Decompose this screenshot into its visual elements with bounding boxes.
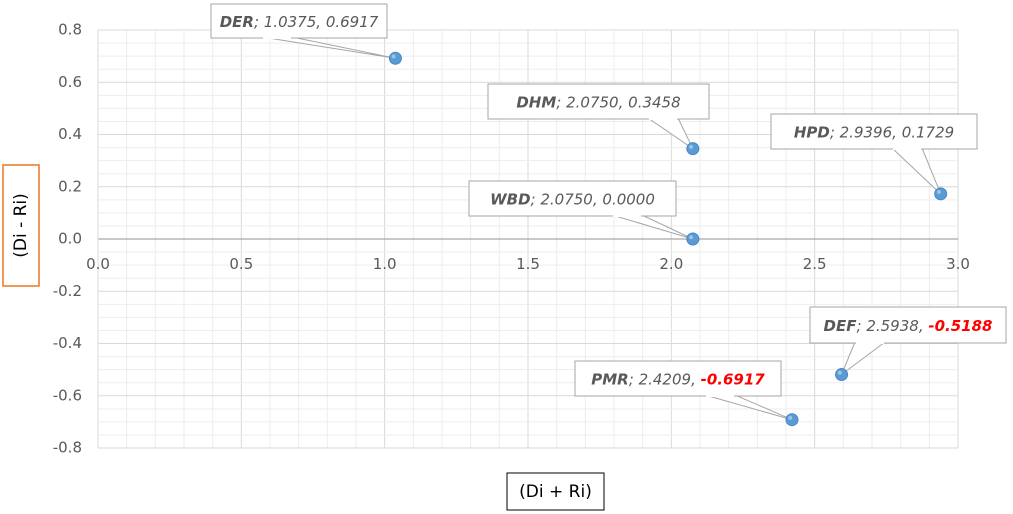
data-point-hpd: [934, 187, 948, 201]
callout-def: DEF; 2.5938, -0.5188: [809, 306, 1007, 377]
x-tick-label: 0.0: [86, 255, 110, 273]
data-label: DER; 1.0375, 0.6917: [220, 13, 379, 31]
data-label-separator: ;: [856, 317, 866, 335]
data-label-x-value: 2.0750: [540, 190, 593, 208]
data-label-separator: ;: [556, 93, 566, 111]
callout-pointer: [611, 214, 694, 240]
y-tick-label: 0.8: [58, 21, 82, 39]
callout-der: DER; 1.0375, 0.6917: [210, 3, 396, 59]
data-label-comma: ,: [919, 317, 929, 335]
y-tick-label: -0.4: [53, 334, 82, 352]
data-label: PMR; 2.4209, -0.6917: [591, 370, 765, 388]
data-points: [388, 51, 948, 427]
callout-dhm: DHM; 2.0750, 0.3458: [487, 83, 710, 151]
y-axis-ticks: 0.8 0.6 0.4 0.2 0.0 -0.2 -0.4 -0.6 -0.8: [53, 21, 82, 457]
data-label-separator: ;: [254, 13, 264, 31]
data-point-wbd: [686, 232, 700, 246]
data-point-highlight: [936, 190, 941, 195]
callout-box: [468, 180, 677, 217]
data-label-y-value: 0.6917: [326, 13, 379, 31]
axes: [97, 30, 958, 448]
data-label: HPD; 2.9396, 0.1729: [794, 123, 954, 141]
data-label-x-value: 2.4209: [639, 370, 692, 388]
data-point-highlight: [689, 144, 694, 149]
data-label-name: DER: [220, 13, 254, 31]
x-tick-label: 3.0: [946, 255, 970, 273]
data-point-def: [835, 368, 849, 382]
y-tick-label: -0.8: [53, 439, 82, 457]
callout-pointer: [646, 117, 695, 151]
data-label-y-value: -0.6917: [701, 370, 766, 388]
callout-pointer: [704, 394, 793, 421]
x-tick-label: 2.5: [803, 255, 827, 273]
callout-pointer: [261, 36, 396, 59]
data-label-separator: ;: [629, 370, 639, 388]
data-point-pmr: [785, 413, 799, 427]
x-axis-title-box: (Di + Ri): [506, 472, 605, 511]
x-tick-label: 2.0: [659, 255, 683, 273]
callout-box: [770, 113, 978, 150]
x-tick-label: 0.5: [229, 255, 253, 273]
data-label: DEF; 2.5938, -0.5188: [824, 317, 993, 335]
data-label-name: WBD: [490, 190, 530, 208]
data-label-x-value: 2.5938: [866, 317, 919, 335]
data-label-comma: ,: [593, 190, 603, 208]
callout-box: [809, 306, 1007, 344]
data-point-der: [388, 51, 402, 65]
data-label-name: HPD: [794, 123, 830, 141]
callout-box: [574, 360, 782, 397]
y-tick-label: 0.6: [58, 73, 82, 91]
data-label: WBD; 2.0750, 0.0000: [490, 190, 655, 208]
x-tick-label: 1.5: [516, 255, 540, 273]
callout-wbd: WBD; 2.0750, 0.0000: [468, 180, 694, 240]
data-label-comma: ,: [691, 370, 701, 388]
y-axis-title-box: (Di - Ri): [2, 164, 40, 287]
data-label-y-value: 0.0000: [602, 190, 655, 208]
data-label-x-value: 2.9396: [840, 123, 893, 141]
data-label-comma: ,: [892, 123, 902, 141]
data-label-y-value: 0.3458: [628, 93, 681, 111]
y-tick-label: 0.4: [58, 125, 82, 143]
callout-box: [210, 3, 388, 39]
data-callouts: DER; 1.0375, 0.6917 DHM; 2.0750, 0.3458 HP…: [210, 3, 1007, 421]
y-tick-label: -0.2: [53, 282, 82, 300]
data-label-comma: ,: [316, 13, 326, 31]
data-label: DHM; 2.0750, 0.3458: [516, 93, 680, 111]
data-label-x-value: 2.0750: [566, 93, 619, 111]
callout-pmr: PMR; 2.4209, -0.6917: [574, 360, 793, 421]
callout-hpd: HPD; 2.9396, 0.1729: [770, 113, 978, 195]
data-point-dhm: [686, 142, 700, 156]
data-label-separator: ;: [531, 190, 541, 208]
data-label-y-value: 0.1729: [902, 123, 955, 141]
x-axis-ticks: 0.0 0.5 1.0 1.5 2.0 2.5 3.0: [86, 255, 970, 273]
y-axis-title: (Di - Ri): [11, 193, 31, 258]
data-point-highlight: [689, 235, 694, 240]
data-label-name: DEF: [824, 317, 858, 335]
data-point-highlight: [391, 54, 396, 59]
data-label-name: DHM: [516, 93, 556, 111]
data-label-name: PMR: [591, 370, 628, 388]
y-tick-label: -0.6: [53, 386, 82, 404]
callout-box: [487, 83, 710, 120]
data-point-highlight: [837, 370, 842, 375]
x-tick-label: 1.0: [373, 255, 397, 273]
x-axis-title: (Di + Ri): [519, 482, 592, 502]
data-label-separator: ;: [830, 123, 840, 141]
data-label-y-value: -0.5188: [928, 317, 992, 335]
data-label-x-value: 1.0375: [264, 13, 317, 31]
y-tick-label: 0.2: [58, 177, 82, 195]
y-tick-label: 0.0: [58, 230, 82, 248]
data-label-comma: ,: [619, 93, 629, 111]
data-point-highlight: [788, 415, 793, 420]
